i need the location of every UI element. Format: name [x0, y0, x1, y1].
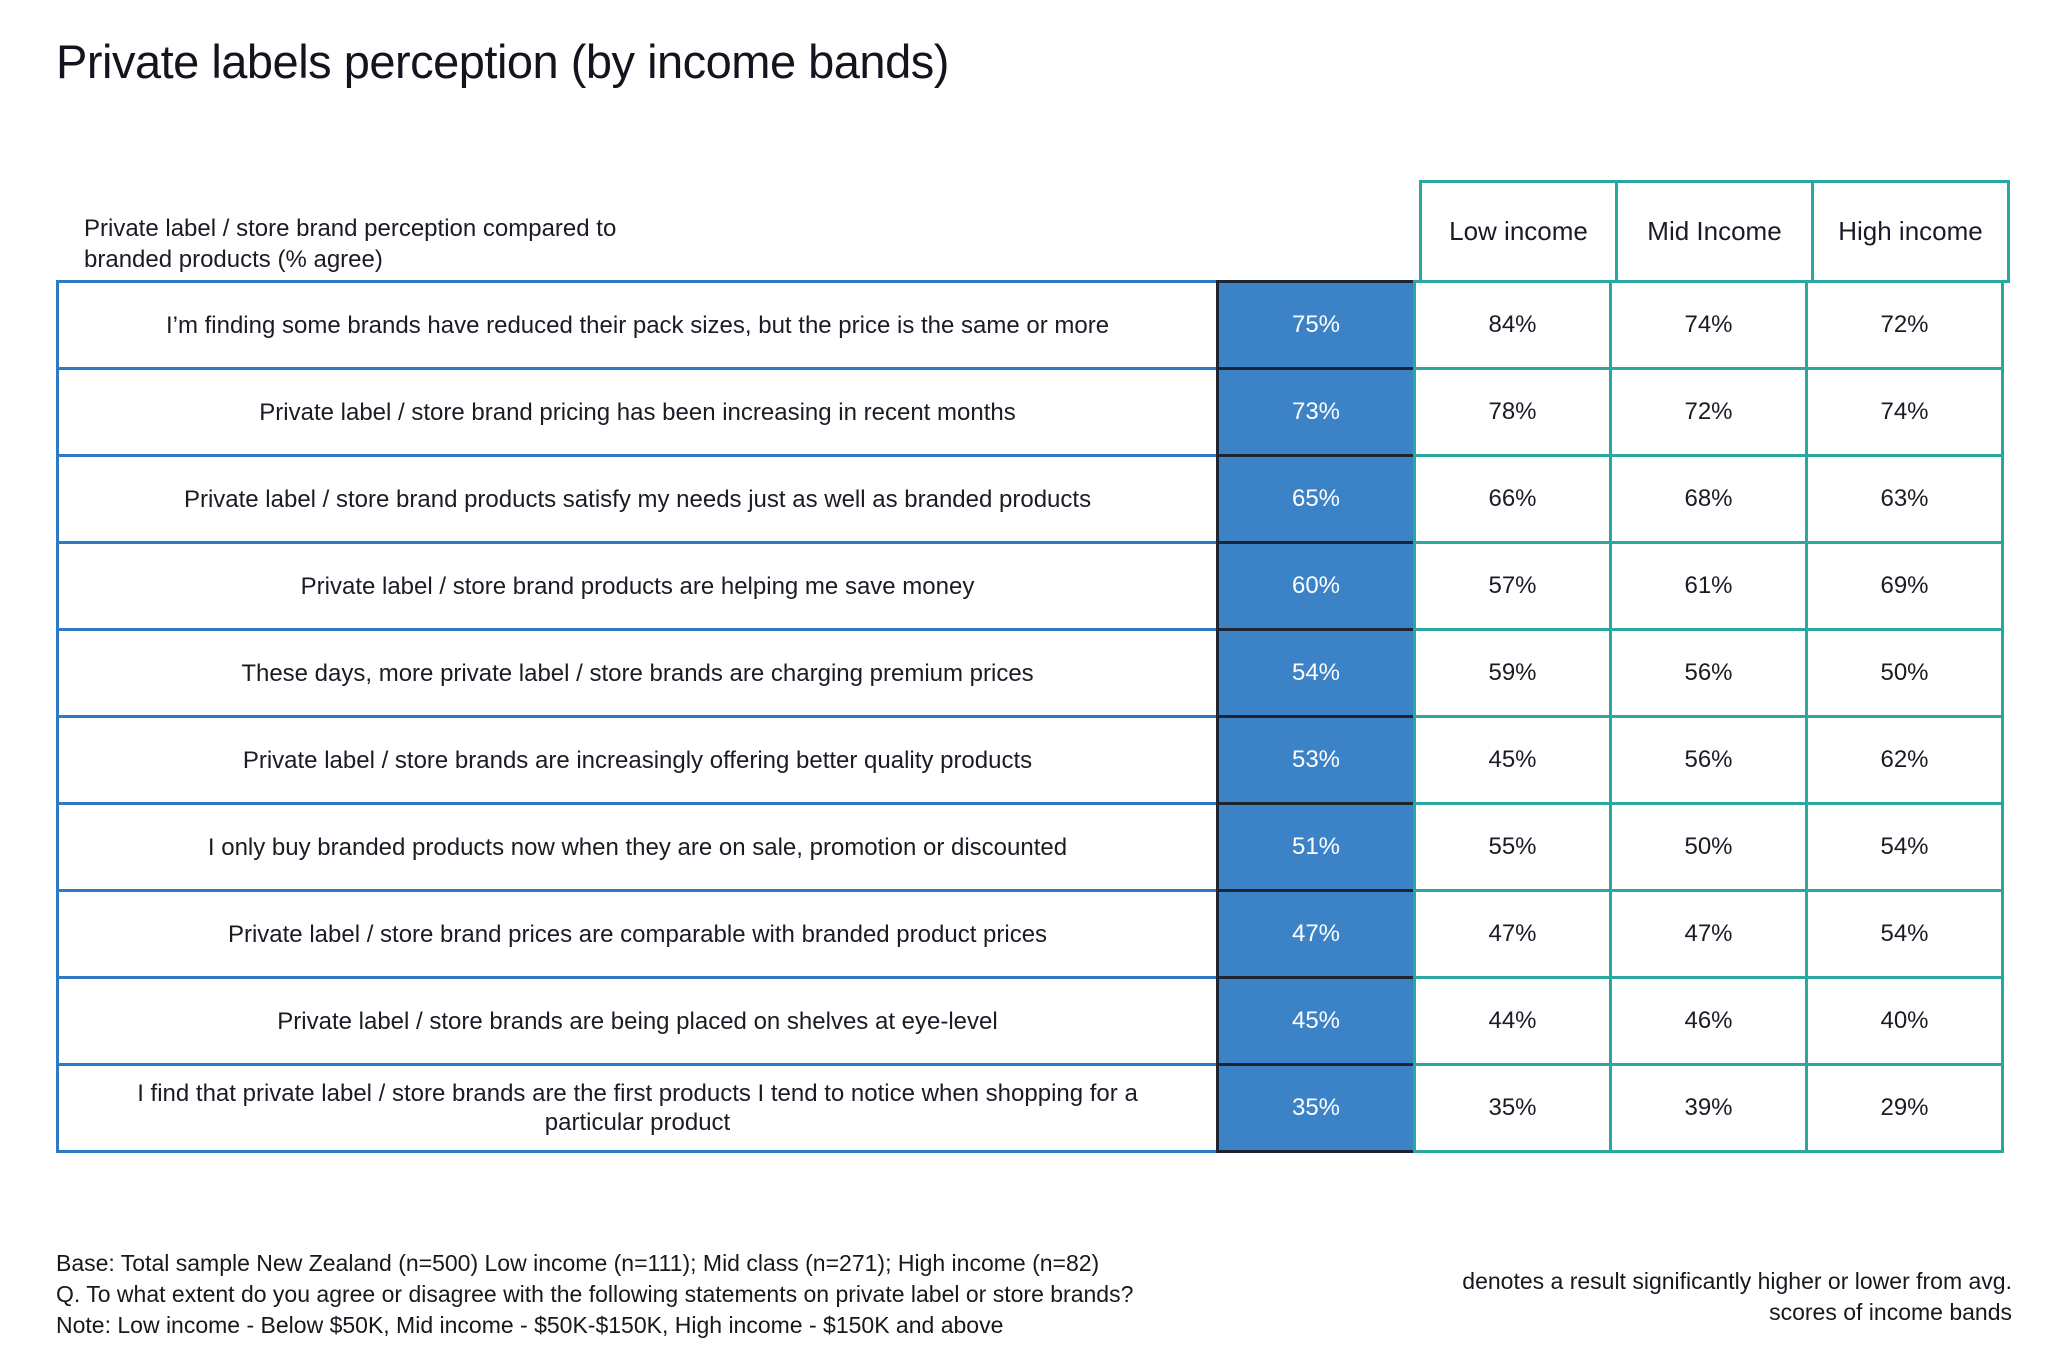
table-subtitle: Private label / store brand perception c…	[56, 180, 1219, 283]
significance-legend: denotes a result significantly higher or…	[1372, 1266, 2012, 1328]
table-row: I only buy branded products now when the…	[56, 802, 2016, 892]
table-row: I’m finding some brands have reduced the…	[56, 280, 2016, 370]
high-income-value-cell: 54%	[1805, 802, 2004, 892]
mid-income-value-cell: 56%	[1609, 628, 1808, 718]
table-header-row: Private label / store brand perception c…	[56, 180, 2016, 283]
total-value-cell: 73%	[1216, 367, 1416, 457]
significance-legend-line1: denotes a result significantly higher or…	[1462, 1268, 2012, 1294]
low-income-value-cell: 35%	[1413, 1063, 1612, 1153]
high-income-value-cell: 74%	[1805, 367, 2004, 457]
high-income-value-cell: 63%	[1805, 454, 2004, 544]
table-subtitle-line1: Private label / store brand perception c…	[84, 215, 617, 242]
statement-cell: Private label / store brand prices are c…	[56, 889, 1219, 979]
statement-cell: Private label / store brand products are…	[56, 541, 1219, 631]
footer-note-line: Note: Low income - Below $50K, Mid incom…	[56, 1312, 1004, 1338]
high-income-value-cell: 29%	[1805, 1063, 2004, 1153]
total-value-cell: 45%	[1216, 976, 1416, 1066]
total-value-cell: 35%	[1216, 1063, 1416, 1153]
footer-notes: Base: Total sample New Zealand (n=500) L…	[56, 1248, 1133, 1341]
total-value-cell: 65%	[1216, 454, 1416, 544]
mid-income-value-cell: 68%	[1609, 454, 1808, 544]
significance-legend-line2: scores of income bands	[1769, 1299, 2012, 1325]
footer-base-line: Base: Total sample New Zealand (n=500) L…	[56, 1250, 1100, 1276]
table-subtitle-line2: branded products (% agree)	[84, 246, 383, 273]
table-row: I find that private label / store brands…	[56, 1063, 2016, 1153]
total-value-cell: 47%	[1216, 889, 1416, 979]
page-title: Private labels perception (by income ban…	[56, 35, 949, 88]
statement-cell: I’m finding some brands have reduced the…	[56, 280, 1219, 370]
mid-income-value-cell: 46%	[1609, 976, 1808, 1066]
high-income-value-cell: 72%	[1805, 280, 2004, 370]
statement-cell: These days, more private label / store b…	[56, 628, 1219, 718]
total-value-cell: 53%	[1216, 715, 1416, 805]
total-column-header-spacer	[1219, 180, 1419, 283]
high-income-value-cell: 40%	[1805, 976, 2004, 1066]
column-header-high-income: High income	[1811, 180, 2010, 283]
high-income-value-cell: 50%	[1805, 628, 2004, 718]
column-header-low-income: Low income	[1419, 180, 1618, 283]
mid-income-value-cell: 50%	[1609, 802, 1808, 892]
statement-cell: Private label / store brand products sat…	[56, 454, 1219, 544]
table-row: Private label / store brand pricing has …	[56, 367, 2016, 457]
high-income-value-cell: 62%	[1805, 715, 2004, 805]
perception-table: Private label / store brand perception c…	[56, 180, 2016, 1153]
table-row: These days, more private label / store b…	[56, 628, 2016, 718]
statement-cell: Private label / store brands are increas…	[56, 715, 1219, 805]
mid-income-value-cell: 61%	[1609, 541, 1808, 631]
low-income-value-cell: 44%	[1413, 976, 1612, 1066]
mid-income-value-cell: 47%	[1609, 889, 1808, 979]
mid-income-value-cell: 56%	[1609, 715, 1808, 805]
mid-income-value-cell: 39%	[1609, 1063, 1808, 1153]
low-income-value-cell: 55%	[1413, 802, 1612, 892]
total-value-cell: 75%	[1216, 280, 1416, 370]
low-income-value-cell: 84%	[1413, 280, 1612, 370]
high-income-value-cell: 54%	[1805, 889, 2004, 979]
mid-income-value-cell: 74%	[1609, 280, 1808, 370]
high-income-value-cell: 69%	[1805, 541, 2004, 631]
table-row: Private label / store brand products are…	[56, 541, 2016, 631]
low-income-value-cell: 78%	[1413, 367, 1612, 457]
low-income-value-cell: 59%	[1413, 628, 1612, 718]
total-value-cell: 54%	[1216, 628, 1416, 718]
total-value-cell: 60%	[1216, 541, 1416, 631]
statement-cell: I only buy branded products now when the…	[56, 802, 1219, 892]
mid-income-value-cell: 72%	[1609, 367, 1808, 457]
footer-question-line: Q. To what extent do you agree or disagr…	[56, 1281, 1134, 1307]
total-value-cell: 51%	[1216, 802, 1416, 892]
low-income-value-cell: 66%	[1413, 454, 1612, 544]
statement-cell: Private label / store brand pricing has …	[56, 367, 1219, 457]
table-row: Private label / store brands are being p…	[56, 976, 2016, 1066]
statement-cell: Private label / store brands are being p…	[56, 976, 1219, 1066]
table-row: Private label / store brands are increas…	[56, 715, 2016, 805]
low-income-value-cell: 45%	[1413, 715, 1612, 805]
column-header-mid-income: Mid Income	[1615, 180, 1814, 283]
table-row: Private label / store brand products sat…	[56, 454, 2016, 544]
statement-cell: I find that private label / store brands…	[56, 1063, 1219, 1153]
low-income-value-cell: 57%	[1413, 541, 1612, 631]
table-row: Private label / store brand prices are c…	[56, 889, 2016, 979]
low-income-value-cell: 47%	[1413, 889, 1612, 979]
